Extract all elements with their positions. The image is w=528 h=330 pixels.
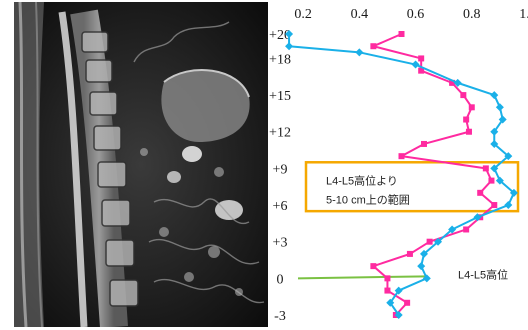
series-1-point	[417, 262, 426, 271]
series-0-point	[460, 92, 467, 99]
series-1-point	[411, 60, 420, 69]
series-1-point	[498, 115, 507, 124]
y-tick-label: 0	[277, 272, 284, 287]
series-0-point	[384, 275, 391, 282]
highlight-box-label: L4-L5高位より	[326, 173, 398, 187]
series-1-point	[490, 127, 499, 136]
y-tick-label: +9	[273, 162, 288, 177]
reference-line-label: L4-L5高位	[458, 267, 508, 281]
series-0-point	[482, 165, 489, 172]
series-0-point	[488, 177, 495, 184]
series-1-point	[490, 139, 499, 148]
series-0-point	[370, 263, 377, 270]
x-axis-ticks: 0.2 0.4 0.6 0.8 1.0	[294, 7, 528, 22]
series-1-point	[394, 311, 403, 319]
series-0-point	[370, 43, 377, 50]
y-tick-label: +15	[269, 89, 291, 104]
y-tick-label: -3	[274, 309, 286, 324]
series-1-point	[448, 225, 457, 234]
series-1-point	[386, 298, 395, 307]
series-1-point	[394, 286, 403, 295]
series-0-point	[418, 55, 425, 62]
series-group	[285, 30, 518, 319]
series-0-point	[491, 202, 498, 209]
series-1-point	[495, 103, 504, 112]
series-0-point	[398, 153, 405, 160]
y-tick-label: +3	[273, 236, 288, 251]
series-0-point	[426, 238, 433, 245]
series-0-point	[477, 189, 484, 196]
highlight-box: L4-L5高位より 5-10 cm上の範囲	[304, 161, 520, 213]
series-1-point	[422, 274, 431, 283]
series-0-point	[406, 250, 413, 257]
series-1-point	[285, 42, 294, 51]
highlight-box-label: 5-10 cm上の範囲	[326, 192, 410, 206]
series-0-point	[420, 140, 427, 147]
series-0-point	[384, 287, 391, 294]
series-1-point	[285, 30, 294, 38]
series-0-point	[468, 104, 475, 111]
x-tick-label: 1.0	[519, 7, 528, 22]
x-tick-label: 0.6	[407, 7, 425, 22]
y-tick-label: +6	[273, 199, 288, 214]
highlight-box-frame	[304, 161, 520, 213]
mri-sagittal-image	[14, 2, 268, 327]
x-tick-label: 0.8	[463, 7, 481, 22]
series-1-point	[490, 164, 499, 173]
series-1-point	[434, 237, 443, 246]
series-1-point	[490, 91, 499, 100]
series-0-point	[418, 67, 425, 74]
series-0-point	[463, 116, 470, 123]
series-0-point	[404, 299, 411, 306]
series-1-point	[453, 78, 462, 87]
series-1-point	[504, 201, 513, 210]
x-tick-label: 0.2	[294, 7, 312, 22]
series-1-point	[473, 213, 482, 222]
reference-line: L4-L5高位	[297, 267, 508, 281]
series-0-point	[398, 31, 405, 37]
series-1-point	[495, 176, 504, 185]
series-0-point	[465, 128, 472, 135]
series-0-point	[449, 79, 456, 86]
series-1-point	[504, 152, 513, 161]
series-1-point	[419, 249, 428, 258]
y-tick-label: +18	[269, 52, 291, 67]
series-0-point	[463, 226, 470, 233]
series-1-point	[509, 188, 518, 197]
series-1-point	[355, 48, 364, 57]
reference-line-stroke	[297, 275, 427, 280]
x-tick-label: 0.4	[351, 7, 369, 22]
y-tick-label: +20	[269, 28, 291, 43]
y-tick-label: +12	[269, 126, 291, 141]
y-axis-ticks: +20 +18 +15 +12 +9 +6 +3 0 -3	[269, 28, 291, 324]
